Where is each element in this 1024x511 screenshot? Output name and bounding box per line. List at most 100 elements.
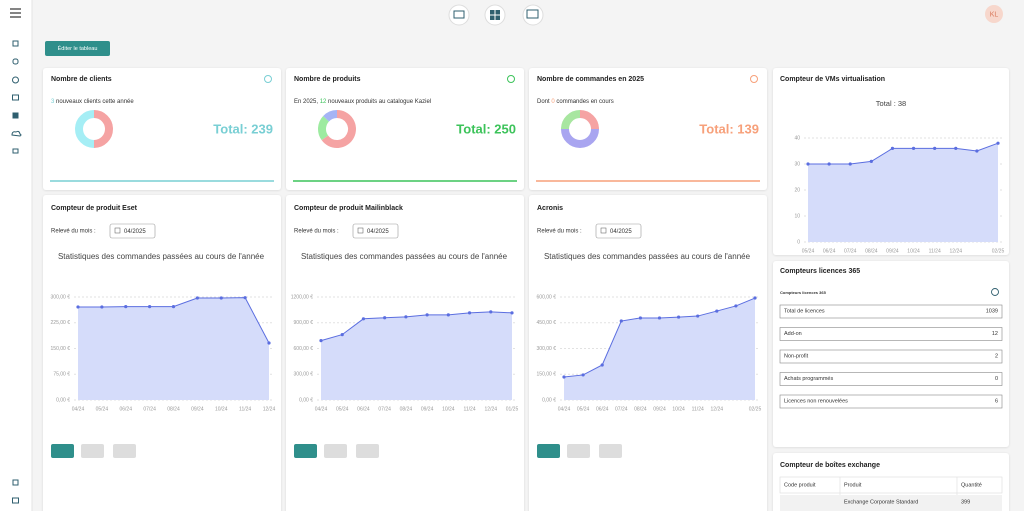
calendar-icon [600, 227, 607, 234]
card-title: Compteur de VMs virtualisation [780, 76, 885, 83]
vm-total: Total : 38 [876, 99, 906, 108]
kpi-card [43, 68, 281, 190]
point [911, 146, 916, 150]
sidebar [0, 0, 32, 511]
avatar[interactable] [985, 5, 1003, 23]
point [148, 305, 152, 309]
point [446, 313, 450, 317]
view-button[interactable] [294, 444, 317, 458]
card-title: Compteur de produit Mailinblack [294, 205, 403, 212]
point [124, 305, 128, 309]
x-tick-label: 11/24 [463, 406, 475, 412]
point [581, 373, 585, 377]
licence-name: Total de licences [784, 308, 825, 314]
point [171, 305, 176, 309]
kpi-card [529, 68, 767, 190]
top-actions[interactable] [448, 4, 544, 26]
point [638, 316, 642, 320]
view-button[interactable] [356, 444, 379, 458]
point [195, 296, 199, 300]
y-tick-label: 10 [794, 213, 800, 219]
month-picker[interactable] [595, 223, 642, 239]
licence-row [779, 349, 1003, 364]
card-title: Compteur de boîtes exchange [780, 462, 880, 469]
point [657, 316, 662, 320]
x-tick-label: 09/24 [191, 406, 204, 412]
view-button[interactable] [113, 444, 136, 458]
product-name: Exchange Corporate Standard [844, 499, 918, 505]
licence-count: 0 [995, 376, 998, 382]
x-tick-label: 04/24 [315, 406, 328, 412]
sidebar-icons[interactable] [11, 40, 22, 504]
text-highlight: 0 [551, 99, 555, 105]
card-title: Nombre de produits [294, 76, 361, 83]
y-tick-label: 600,00 € [537, 294, 557, 300]
refresh-icon[interactable] [991, 288, 999, 296]
x-tick-label: 10/24 [442, 406, 455, 412]
donut-segment [75, 110, 95, 148]
month: 04/2025 [367, 229, 389, 235]
view-button[interactable] [51, 444, 74, 458]
y-tick-label: 150,00 € [51, 346, 71, 352]
y-tick-label: 300,00 € [51, 294, 71, 300]
card-title: Compteur de produit Eset [51, 205, 138, 212]
x-tick-label: 05/24 [802, 248, 815, 254]
product-quantity: 399 [961, 499, 970, 505]
point [869, 159, 873, 163]
calendar-icon [357, 227, 364, 234]
table-header [779, 476, 1003, 494]
text-after: nouveaux produits au catalogue Kaziel [326, 99, 431, 105]
licence-count: 2 [995, 353, 998, 359]
donut-segment [323, 110, 338, 122]
month-picker[interactable] [109, 223, 156, 239]
area [321, 311, 512, 400]
card-text: 3 nouveaux clients cette année [51, 99, 134, 105]
y-tick-label: 0 [797, 239, 800, 245]
releve-label: Relevé du mois : [294, 229, 339, 235]
x-tick-label: 12/24 [263, 406, 276, 412]
licences-subtitle: Compteurs licences 365 [780, 290, 827, 295]
x-tick-label: 07/24 [844, 248, 857, 254]
point [696, 314, 700, 318]
x-tick-label: 09/24 [421, 406, 434, 412]
line [320, 311, 513, 342]
view-button[interactable] [81, 444, 104, 458]
x-tick-label: 07/24 [378, 406, 391, 412]
month-picker[interactable] [352, 223, 399, 239]
edit-button[interactable] [45, 41, 110, 56]
x-tick-label: 10/24 [672, 406, 685, 412]
y-tick-label: 1200,00 € [291, 294, 313, 300]
y-tick-label: 30 [794, 161, 800, 167]
view-button[interactable] [324, 444, 347, 458]
point [996, 141, 1000, 145]
view-button[interactable] [599, 444, 622, 458]
point [954, 146, 958, 150]
card-text: En 2025, 12 nouveaux produits au catalog… [294, 99, 431, 105]
chart-subtitle: Statistiques des commandes passées au co… [544, 252, 751, 261]
point [404, 315, 408, 319]
text-highlight: 3 [51, 99, 55, 105]
x-tick-label: 02/25 [992, 248, 1005, 254]
menu-button[interactable] [10, 8, 21, 18]
licence-count: 6 [995, 398, 998, 404]
card-icon [264, 75, 272, 83]
licence-row [779, 394, 1003, 409]
licence-name: Add-on [784, 331, 802, 337]
month: 04/2025 [610, 229, 632, 235]
point [510, 311, 514, 315]
avatar-initials: KL [990, 11, 999, 18]
view-button[interactable] [567, 444, 590, 458]
point [76, 305, 80, 309]
card-text: Dont 0 commandes en cours [537, 99, 614, 105]
vm-content: Compteur de VMs virtualisation Total : 38… [780, 76, 1004, 254]
point [100, 305, 104, 309]
y-tick-label: 450,00 € [537, 320, 557, 326]
view-button[interactable] [537, 444, 560, 458]
point [715, 309, 719, 313]
x-tick-label: 05/24 [336, 406, 349, 412]
text-before: En 2025, [294, 99, 320, 105]
chart-subtitle: Statistiques des commandes passées au co… [301, 252, 508, 261]
donut-segment [321, 110, 356, 148]
card-title: Nombre de commandes en 2025 [537, 76, 644, 83]
